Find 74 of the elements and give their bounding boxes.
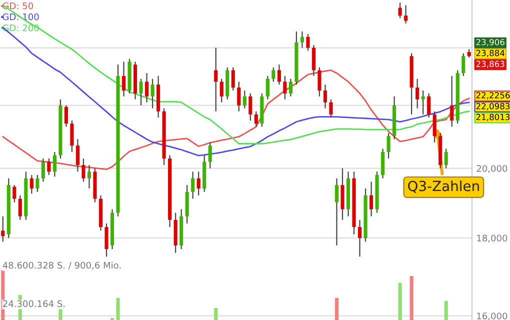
- candlestick: [47, 158, 51, 176]
- line-series: [2, 4, 470, 144]
- candlestick: [462, 52, 466, 76]
- candlestick: [266, 75, 270, 100]
- candlestick: [220, 78, 224, 103]
- candlestick: [242, 90, 246, 109]
- candlestick: [82, 158, 86, 182]
- candlestick: [254, 110, 258, 128]
- candlestick: [237, 81, 241, 112]
- text: 23,863: [476, 60, 504, 68]
- candlestick: [369, 181, 374, 217]
- annotation: 24.300.164 S.: [3, 300, 65, 308]
- candlestick: [76, 138, 80, 172]
- text: 22,0983: [476, 102, 510, 110]
- candlestick: [1, 216, 5, 242]
- candlestick: [416, 78, 420, 109]
- annotation: Q3-Zahlen: [408, 180, 479, 193]
- candlestick: [404, 4, 408, 24]
- text: 23,884: [476, 50, 504, 58]
- candlestick: [70, 120, 74, 153]
- candlestick: [300, 30, 304, 48]
- candlestick: [191, 171, 195, 200]
- candlestick: [329, 98, 333, 118]
- candlestick: [122, 61, 126, 97]
- candlestick: [30, 174, 34, 194]
- bar: [410, 276, 414, 320]
- candlestick: [64, 104, 68, 128]
- y-tick-label: 20,000: [476, 165, 508, 173]
- text: 21,8013: [476, 114, 510, 122]
- bar: [398, 283, 402, 320]
- candlestick: [87, 164, 92, 190]
- candlestick: [334, 178, 339, 246]
- candlestick: [41, 158, 45, 182]
- candlestick: [196, 171, 200, 196]
- candlestick: [421, 90, 425, 115]
- candlestick: [272, 66, 276, 82]
- candlestick: [52, 151, 56, 178]
- candlestick: [139, 78, 143, 106]
- candlestick: [312, 44, 316, 76]
- candlestick: [318, 66, 322, 97]
- bar: [334, 298, 339, 320]
- candlestick: [450, 75, 454, 128]
- y-tick-label: 16,000: [477, 312, 508, 320]
- candlestick: [277, 64, 281, 86]
- candlestick: [358, 219, 362, 258]
- candlestick: [144, 72, 149, 103]
- candlestick: [432, 110, 436, 143]
- candlestick: [214, 47, 218, 112]
- y-tick-label: 18,000: [477, 234, 508, 242]
- text: 22,2256: [476, 92, 510, 100]
- candlestick: [444, 148, 448, 169]
- candlestick: [208, 142, 212, 169]
- text: 23,906: [476, 38, 504, 46]
- candlestick: [288, 78, 292, 97]
- bar: [444, 301, 448, 320]
- candlestick: [150, 78, 154, 109]
- candlestick: [248, 92, 252, 122]
- candlestick: [306, 34, 310, 52]
- annotation: 48.600.328 S. / 900,6 Mio.: [2, 262, 121, 270]
- bar: [214, 308, 218, 320]
- candlestick: [231, 66, 235, 92]
- candlestick: [36, 174, 40, 192]
- candlestick: [12, 184, 16, 203]
- candlestick: [18, 194, 22, 220]
- candlestick: [104, 222, 108, 258]
- candlestick: [398, 2, 402, 19]
- candlestick: [283, 75, 287, 100]
- candlestick: [323, 84, 328, 109]
- candlestick: [380, 148, 385, 179]
- legend-label: GD: 50: [2, 2, 34, 10]
- candlestick: [386, 132, 390, 160]
- legend-label: GD: 100: [2, 13, 39, 20]
- candlestick: [427, 92, 431, 118]
- bar: [116, 298, 120, 320]
